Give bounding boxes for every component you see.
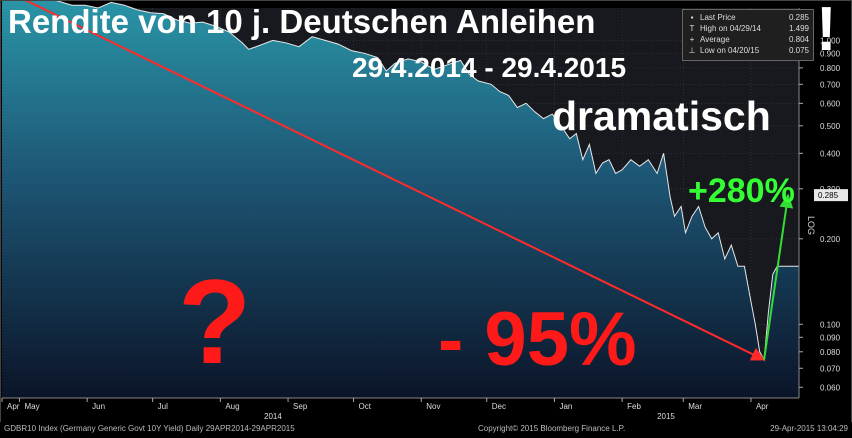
question-mark: ? [178, 255, 252, 389]
last-price-label: 0.285 [818, 191, 839, 200]
label-dramatisch: dramatisch [552, 93, 771, 139]
yield-line [46, 0, 799, 362]
yield-area [2, 0, 799, 398]
x-tick-label: Feb [627, 402, 641, 411]
x-tick-label: Jul [158, 402, 168, 411]
last-price-icon: ▪ [690, 13, 694, 22]
legend-high: T High on 04/29/14 1.499 [687, 24, 809, 35]
annotation-minus-95: - 95% [438, 297, 637, 382]
date-range: 29.4.2014 - 29.4.2015 [352, 52, 627, 83]
annotation-plus-280: +280% [688, 172, 795, 210]
y-tick-label: 0.600 [820, 99, 841, 108]
x-tick-label: Aug [225, 402, 239, 411]
year-label: 2014 [264, 412, 282, 421]
high-icon: T [689, 24, 695, 33]
x-tick-label: Apr [7, 402, 20, 411]
year-label: 2015 [657, 412, 675, 421]
exclamation-mark: ! [816, 0, 837, 64]
y-tick-label: 1.000 [820, 36, 841, 45]
x-tick-label: Dec [492, 402, 506, 411]
chart-title: Rendite von 10 j. Deutschen Anleihen [8, 3, 596, 40]
x-tick-label: Jun [92, 402, 105, 411]
y-tick-label: 0.700 [820, 80, 841, 89]
y-axis-panel [799, 0, 852, 422]
x-axis-panel [0, 398, 799, 422]
footer-timestamp: 29-Apr-2015 13:04:29 [770, 424, 848, 433]
y-tick-label: 0.090 [820, 333, 841, 342]
last-price-box [814, 189, 848, 202]
x-tick-label: Sep [293, 402, 308, 411]
legend-last-price: ▪ Last Price 0.285 [687, 13, 809, 24]
x-tick-label: Oct [359, 402, 372, 411]
y-axis-label: LOG [806, 216, 816, 235]
footer-copyright: Copyright© 2015 Bloomberg Finance L.P. [478, 424, 626, 433]
x-tick-label: Jan [559, 402, 572, 411]
trend-arrow-up [763, 193, 794, 360]
x-tick-label: May [24, 402, 39, 411]
average-icon: + [689, 35, 695, 44]
y-tick-label: 0.900 [820, 49, 841, 58]
y-tick-label: 0.500 [820, 122, 841, 131]
footer: GDBR10 Index (Germany Generic Govt 10Y Y… [0, 422, 852, 438]
legend-average: + Average 0.804 [687, 35, 809, 46]
x-tick-label: Mar [688, 402, 702, 411]
low-icon: ⊥ [688, 46, 696, 55]
y-tick-label: 0.400 [820, 149, 841, 158]
y-tick-label: 0.200 [820, 235, 841, 244]
x-tick-label: Apr [756, 402, 769, 411]
y-tick-label: 0.080 [820, 348, 841, 357]
y-tick-label: 0.100 [820, 320, 841, 329]
footer-source: GDBR10 Index (Germany Generic Govt 10Y Y… [4, 424, 295, 433]
y-tick-label: 0.800 [820, 64, 841, 73]
y-tick-label: 0.060 [820, 383, 841, 392]
x-tick-label: Nov [426, 402, 440, 411]
legend-low: ⊥ Low on 04/20/15 0.075 [688, 46, 809, 55]
y-tick-label: 0.070 [820, 364, 841, 373]
legend: ▪ Last Price 0.285 T High on 04/29/14 1.… [682, 9, 814, 61]
trend-arrow-down [22, 0, 766, 361]
